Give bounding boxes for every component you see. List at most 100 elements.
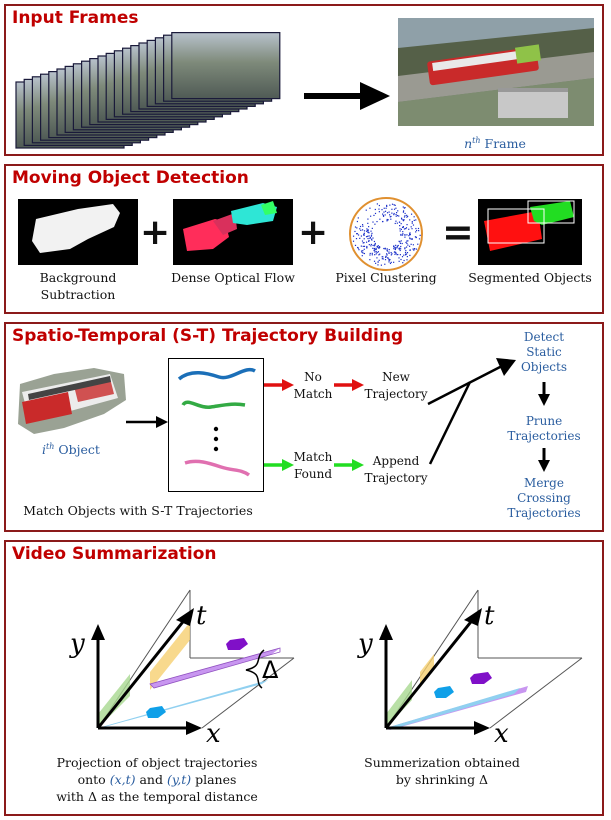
cluster-pixel: [356, 227, 358, 229]
cluster-pixel: [401, 234, 404, 236]
cluster-pixel: [383, 211, 385, 213]
cluster-pixel: [413, 248, 416, 250]
cluster-pixel: [361, 224, 364, 226]
cluster-pixel: [354, 244, 357, 246]
cluster-pixel: [411, 221, 413, 223]
cluster-pixel: [411, 238, 413, 240]
ith-object-word: Object: [58, 442, 100, 458]
cluster-pixel: [390, 261, 392, 263]
cluster-pixel: [417, 227, 420, 230]
cluster-pixel: [411, 222, 413, 224]
cluster-pixel: [365, 241, 368, 243]
cluster-pixel: [406, 216, 408, 218]
cluster-pixel: [367, 230, 369, 232]
cluster-pixel: [413, 249, 415, 251]
cluster-pixel: [386, 220, 388, 222]
cluster-pixel: [357, 234, 360, 236]
cluster-pixel: [389, 262, 392, 265]
cluster-pixel: [415, 229, 418, 232]
cluster-pixel: [398, 260, 400, 262]
projection-caption: Projection of object trajectories onto (…: [22, 754, 292, 805]
cluster-pixel: [403, 216, 406, 218]
object-to-trajectories-arrow: [126, 416, 168, 428]
cluster-pixel: [386, 248, 388, 250]
cluster-pixel: [384, 259, 387, 261]
cluster-pixel: [404, 206, 406, 209]
cluster-pixel: [375, 248, 377, 251]
cluster-pixel: [396, 247, 398, 249]
cluster-pixel: [393, 212, 395, 215]
cluster-pixel: [381, 220, 384, 223]
cluster-pixel: [354, 230, 356, 233]
cluster-pixel: [386, 250, 389, 252]
cluster-pixel: [406, 214, 408, 216]
cluster-pixel: [370, 245, 372, 247]
cluster-pixel: [359, 225, 362, 228]
cluster-pixel: [367, 229, 369, 231]
segmented-objects-image: [478, 199, 582, 265]
cluster-pixel: [378, 211, 380, 213]
cluster-pixel: [361, 255, 363, 257]
cluster-pixel: [372, 247, 374, 249]
cluster-pixel: [386, 205, 388, 208]
cluster-pixel: [371, 227, 373, 229]
cluster-pixel: [374, 254, 376, 256]
cluster-pixel: [388, 249, 390, 251]
cluster-pixel: [370, 234, 373, 236]
cluster-pixel: [388, 261, 390, 263]
cluster-pixel: [386, 249, 388, 251]
match-caption: Match Objects with S-T Trajectories: [23, 503, 253, 518]
cluster-pixel: [362, 252, 364, 254]
cluster-pixel: [407, 244, 409, 246]
cluster-pixel: [403, 219, 405, 221]
summarization-title: Video Summarization: [12, 544, 217, 564]
cluster-pixel: [410, 238, 413, 240]
cluster-pixel: [383, 247, 385, 250]
cluster-pixel: [409, 238, 411, 240]
cluster-pixel: [386, 254, 388, 256]
input-arrow: [304, 82, 390, 110]
cluster-pixel: [352, 235, 355, 237]
cluster-pixel: [394, 247, 397, 249]
cluster-pixel: [378, 246, 381, 248]
cluster-pixel: [399, 242, 402, 245]
cluster-pixel: [366, 230, 368, 232]
cluster-pixel: [406, 234, 408, 236]
cluster-pixel: [375, 247, 377, 249]
cluster-pixel: [417, 243, 419, 245]
cluster-pixel: [415, 227, 417, 230]
cluster-pixel: [379, 253, 381, 255]
cluster-pixel: [400, 223, 402, 225]
cluster-pixel: [413, 219, 415, 221]
cluster-pixel: [415, 236, 417, 238]
cluster-pixel: [374, 208, 376, 211]
ith-object-label: ith Object: [26, 438, 116, 458]
cluster-pixel: [404, 212, 406, 215]
cluster-pixel: [395, 244, 397, 246]
cluster-pixel: [363, 242, 365, 244]
cluster-pixel: [395, 213, 397, 216]
cluster-pixel: [366, 229, 369, 231]
cluster-pixel: [363, 248, 365, 250]
cluster-pixel: [391, 212, 393, 214]
cluster-pixel: [359, 237, 361, 239]
cluster-pixel: [369, 237, 371, 239]
cluster-pixel: [387, 219, 389, 221]
cluster-pixel: [369, 207, 371, 209]
cluster-pixel: [355, 238, 358, 240]
cluster-pixel: [391, 208, 393, 210]
cluster-pixel: [412, 248, 414, 250]
cluster-pixel: [376, 220, 378, 223]
cluster-pixel: [408, 228, 410, 230]
cluster-pixel: [371, 239, 373, 241]
cluster-pixel: [376, 251, 378, 254]
cluster-pixel: [374, 212, 377, 215]
projection-caption-line1: Projection of object trajectories: [56, 755, 258, 770]
pixel-clustering-image: [349, 197, 423, 271]
cluster-pixel: [395, 251, 397, 254]
cluster-pixel: [406, 240, 408, 242]
cluster-pixel: [356, 233, 359, 235]
cluster-pixel: [402, 210, 405, 212]
cluster-pixel: [365, 209, 367, 211]
cluster-pixel: [396, 214, 399, 217]
